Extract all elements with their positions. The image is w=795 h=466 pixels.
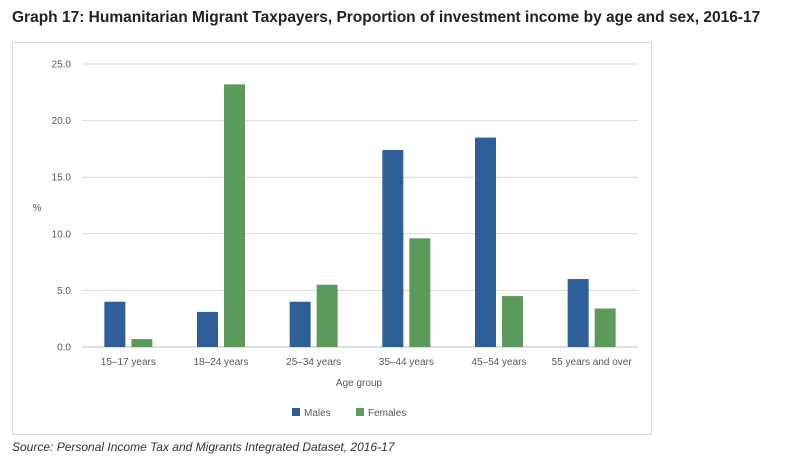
bar-females <box>409 238 431 347</box>
y-tick-label: 20.0 <box>52 116 72 127</box>
y-tick-label: 25.0 <box>52 60 72 71</box>
y-tick-label: 10.0 <box>52 229 72 240</box>
chart-title: Graph 17: Humanitarian Migrant Taxpayers… <box>12 9 761 26</box>
x-tick-label: 15–17 years <box>101 357 156 368</box>
y-axis-label: % <box>33 203 42 214</box>
legend: Males Females <box>292 408 406 419</box>
bar-males <box>104 301 126 347</box>
bar-males <box>567 279 589 347</box>
y-tick-label: 15.0 <box>52 173 72 184</box>
y-tick-label: 0.0 <box>57 343 71 354</box>
x-tick-label: 55 years and over <box>552 357 633 368</box>
source-note: Source: Personal Income Tax and Migrants… <box>12 440 395 454</box>
x-tick-label: 18–24 years <box>193 357 248 368</box>
y-tick-label: 5.0 <box>57 286 71 297</box>
bar-males <box>289 301 311 347</box>
bar-females <box>224 84 245 347</box>
x-axis-ticks: 15–17 years 18–24 years 25–34 years 35–44 y… <box>101 357 633 368</box>
bar-females <box>502 296 523 347</box>
y-axis-ticks: 0.0 5.0 10.0 15.0 20.0 25.0 <box>52 60 72 354</box>
bar-males <box>475 137 496 347</box>
x-tick-label: 45–54 years <box>471 357 526 368</box>
x-tick-label: 25–34 years <box>286 357 341 368</box>
bars <box>104 84 616 347</box>
bar-females <box>316 284 338 347</box>
bar-females <box>594 308 616 347</box>
chart-frame <box>12 42 652 435</box>
x-tick-label: 35–44 years <box>379 357 434 368</box>
legend-swatch-females <box>356 408 364 416</box>
x-axis-label: Age group <box>336 378 383 389</box>
bar-females <box>131 339 153 347</box>
legend-label-males: Males <box>304 408 331 419</box>
bar-males <box>197 311 218 347</box>
legend-label-females: Females <box>368 408 406 419</box>
legend-swatch-males <box>292 408 300 416</box>
gridlines <box>82 63 638 348</box>
bar-males <box>382 150 404 347</box>
